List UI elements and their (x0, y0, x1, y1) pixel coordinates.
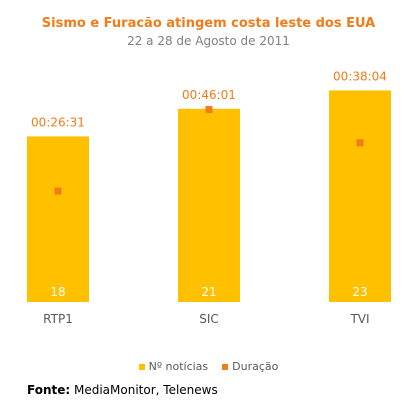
duration-marker (54, 187, 62, 195)
bar-rtp1 (27, 136, 89, 302)
bar-value-label: 23 (352, 285, 367, 299)
category-label: TVI (349, 312, 369, 326)
legend: Nº notícias Duração (0, 360, 417, 373)
legend-swatch-duracao (222, 363, 229, 370)
bar-tvi (329, 90, 391, 303)
bar-sic (178, 108, 240, 302)
duration-label: 00:38:04 (333, 69, 387, 83)
chart-subtitle: 22 a 28 de Agosto de 2011 (127, 34, 290, 48)
chart-title: Sismo e Furacão atingem costa leste dos … (41, 16, 376, 31)
bar-value-label: 18 (50, 285, 65, 299)
legend-label-duracao: Duração (232, 360, 279, 373)
duration-marker (356, 139, 364, 147)
duration-label: 00:46:01 (182, 88, 236, 102)
legend-item-noticias: Nº notícias (138, 360, 209, 373)
legend-item-duracao: Duração (222, 360, 278, 373)
source-label: Fonte: (27, 383, 71, 397)
bar-value-label: 21 (201, 285, 216, 299)
category-label: SIC (199, 312, 219, 326)
source-note: Fonte: MediaMonitor, Telenews (27, 383, 218, 397)
legend-swatch-noticias (138, 363, 145, 370)
duration-marker (205, 106, 213, 114)
category-label: RTP1 (43, 312, 73, 326)
source-text: MediaMonitor, Telenews (70, 383, 218, 397)
legend-label-noticias: Nº notícias (148, 360, 209, 373)
duration-label: 00:26:31 (31, 115, 85, 129)
